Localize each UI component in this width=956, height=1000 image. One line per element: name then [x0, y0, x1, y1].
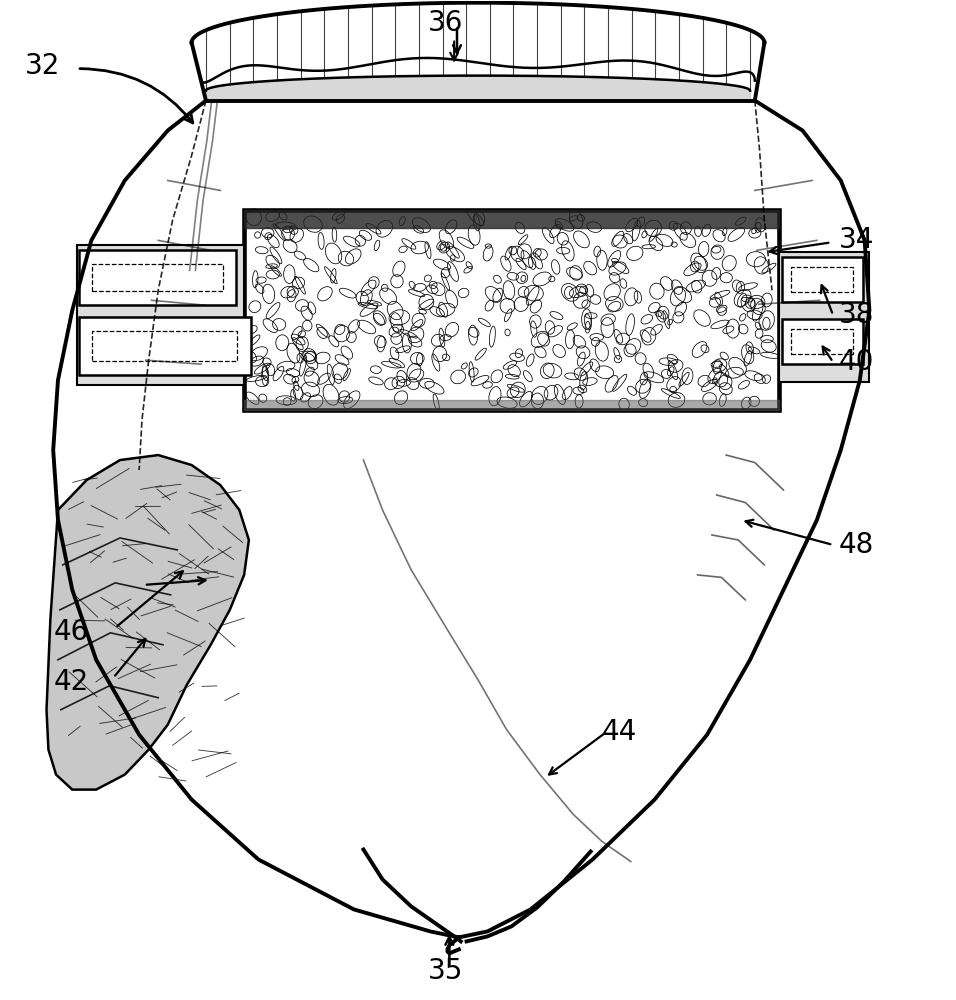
Text: 44: 44: [602, 718, 638, 746]
FancyBboxPatch shape: [782, 257, 862, 302]
Text: 38: 38: [838, 301, 874, 329]
Text: 42: 42: [54, 668, 89, 696]
Text: 48: 48: [838, 531, 874, 559]
Text: 46: 46: [54, 618, 89, 646]
Text: 34: 34: [838, 226, 874, 254]
FancyBboxPatch shape: [779, 252, 869, 382]
Text: 35: 35: [428, 957, 464, 985]
Text: 32: 32: [25, 52, 60, 80]
FancyBboxPatch shape: [782, 319, 862, 364]
FancyBboxPatch shape: [77, 245, 244, 385]
Polygon shape: [47, 455, 249, 790]
FancyBboxPatch shape: [79, 250, 236, 305]
Text: 36: 36: [428, 9, 464, 37]
FancyBboxPatch shape: [244, 210, 779, 410]
FancyBboxPatch shape: [79, 317, 250, 375]
Text: 40: 40: [838, 348, 874, 376]
